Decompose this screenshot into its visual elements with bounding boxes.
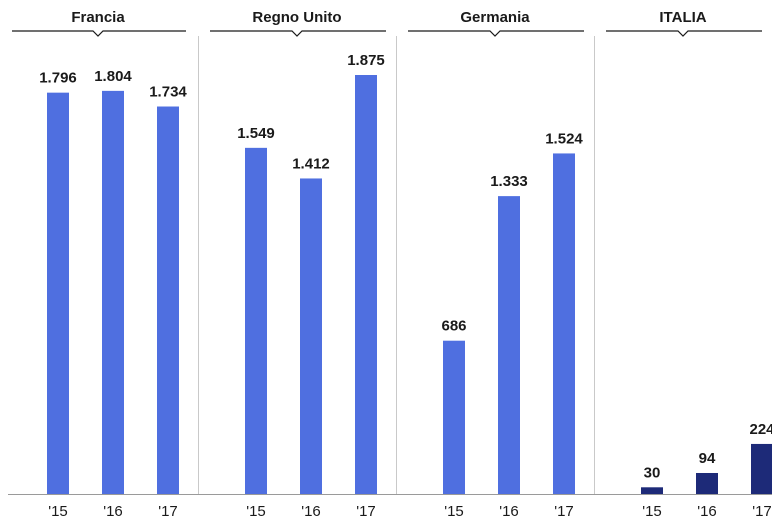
panel-bracket xyxy=(606,30,762,37)
data-label: 1.333 xyxy=(490,173,528,190)
bar xyxy=(47,92,69,494)
bar xyxy=(300,178,322,494)
panel-title: Regno Unito xyxy=(252,9,341,26)
data-label: 686 xyxy=(441,318,466,335)
bar xyxy=(102,90,124,494)
data-label: 224 xyxy=(749,421,772,438)
bar xyxy=(443,340,465,494)
bar xyxy=(498,196,520,494)
data-label: 1.804 xyxy=(94,68,132,85)
bar xyxy=(553,153,575,494)
data-label: 1.875 xyxy=(347,52,385,69)
x-tick-label: '16 xyxy=(697,503,717,520)
panel-title: Francia xyxy=(71,9,125,26)
x-tick-label: '15 xyxy=(444,503,464,520)
panel-title: ITALIA xyxy=(659,9,706,26)
x-tick-label: '16 xyxy=(499,503,519,520)
bar xyxy=(355,75,377,494)
x-tick-label: '15 xyxy=(48,503,68,520)
data-label: 1.734 xyxy=(149,84,187,101)
x-tick-label: '16 xyxy=(103,503,123,520)
data-label: 1.549 xyxy=(237,125,275,142)
data-label: 1.796 xyxy=(39,70,77,87)
panel-bracket xyxy=(210,30,386,37)
data-label: 1.412 xyxy=(292,155,330,172)
data-label: 1.524 xyxy=(545,130,583,147)
bar xyxy=(157,106,179,495)
x-tick-label: '17 xyxy=(158,503,178,520)
panel-title: Germania xyxy=(460,9,530,26)
bar xyxy=(696,472,718,494)
x-tick-label: '17 xyxy=(356,503,376,520)
x-tick-label: '17 xyxy=(752,503,772,520)
x-tick-label: '15 xyxy=(246,503,266,520)
data-label: 30 xyxy=(644,464,661,481)
bar xyxy=(245,147,267,494)
x-tick-label: '15 xyxy=(642,503,662,520)
bar xyxy=(641,487,663,494)
panel-bracket xyxy=(408,30,584,37)
bar xyxy=(751,443,772,494)
data-label: 94 xyxy=(699,450,716,467)
x-tick-label: '16 xyxy=(301,503,321,520)
x-tick-label: '17 xyxy=(554,503,574,520)
panel-bracket xyxy=(12,30,186,37)
